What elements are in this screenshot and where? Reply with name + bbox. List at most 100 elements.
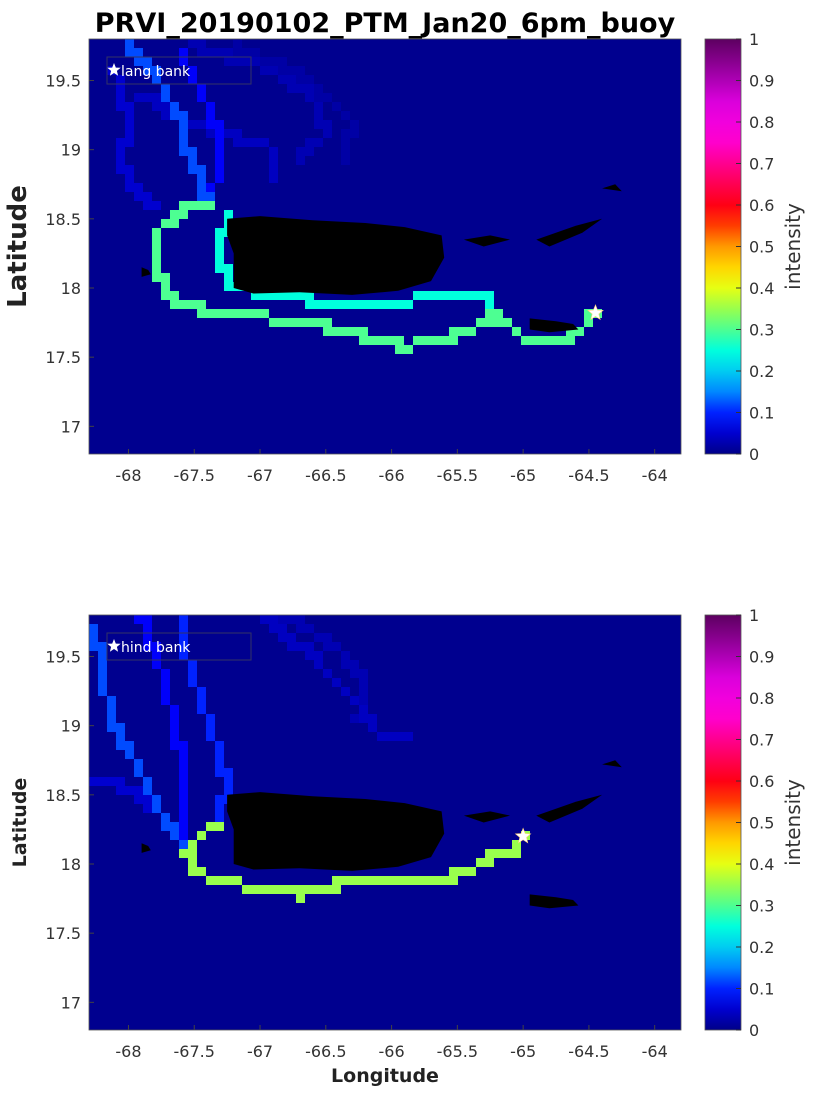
trajectory-cell — [125, 120, 134, 129]
trajectory-cell — [269, 174, 278, 183]
trajectory-cell — [512, 327, 521, 336]
trajectory-cell — [125, 39, 134, 48]
trajectory-cell — [134, 183, 143, 192]
trajectory-cell — [359, 705, 368, 714]
land-puerto-rico — [227, 792, 445, 871]
trajectory-cell — [449, 336, 458, 345]
trajectory-cell — [215, 48, 224, 57]
trajectory-cell — [116, 165, 125, 174]
trajectory-cell — [269, 147, 278, 156]
trajectory-cell — [341, 300, 350, 309]
trajectory-cell — [206, 102, 215, 111]
trajectory-cell — [287, 75, 296, 84]
trajectory-cell — [395, 345, 404, 354]
trajectory-cell — [305, 84, 314, 93]
trajectory-cell — [332, 678, 341, 687]
trajectory-cell — [296, 66, 305, 75]
trajectory-cell — [215, 138, 224, 147]
trajectory-cell — [206, 120, 215, 129]
trajectory-cell — [260, 885, 269, 894]
trajectory-cell — [197, 120, 206, 129]
trajectory-cell — [296, 885, 305, 894]
trajectory-cell — [323, 885, 332, 894]
trajectory-cell — [215, 120, 224, 129]
trajectory-cell — [224, 786, 233, 795]
trajectory-cell — [305, 624, 314, 633]
x-tick-label: -67.5 — [174, 466, 215, 485]
trajectory-cell — [215, 768, 224, 777]
trajectory-cell — [341, 651, 350, 660]
colorbar-tick-label: 1 — [749, 606, 759, 625]
colorbar-tick-label: 0.4 — [749, 855, 774, 874]
trajectory-cell — [278, 66, 287, 75]
trajectory-cell — [197, 300, 206, 309]
x-tick-label: -66 — [379, 1042, 405, 1061]
x-tick-label: -64 — [642, 466, 668, 485]
trajectory-cell — [152, 804, 161, 813]
y-axis-label: Latitude — [9, 778, 31, 868]
trajectory-cell — [224, 273, 233, 282]
trajectory-cell — [215, 156, 224, 165]
trajectory-cell — [215, 795, 224, 804]
trajectory-cell — [413, 291, 422, 300]
trajectory-cell — [485, 858, 494, 867]
y-tick-label: 17 — [61, 417, 81, 436]
trajectory-cell — [350, 714, 359, 723]
trajectory-cell — [179, 804, 188, 813]
trajectory-cell — [278, 885, 287, 894]
trajectory-cell — [476, 318, 485, 327]
trajectory-cell — [215, 129, 224, 138]
trajectory-cell — [314, 885, 323, 894]
trajectory-cell — [143, 804, 152, 813]
trajectory-cell — [287, 615, 296, 624]
colorbar-tick-label: 0.8 — [749, 689, 774, 708]
trajectory-cell — [188, 678, 197, 687]
trajectory-cell — [431, 336, 440, 345]
trajectory-cell — [224, 210, 233, 219]
trajectory-cell — [179, 777, 188, 786]
legend-star-icon — [107, 639, 121, 652]
trajectory-cell — [215, 309, 224, 318]
trajectory-cell — [305, 291, 314, 300]
trajectory-cell — [386, 876, 395, 885]
trajectory-cell — [98, 669, 107, 678]
trajectory-cell — [197, 705, 206, 714]
trajectory-cell — [323, 120, 332, 129]
trajectory-cell — [224, 309, 233, 318]
trajectory-cell — [458, 867, 467, 876]
trajectory-cell — [170, 714, 179, 723]
trajectory-cell — [332, 327, 341, 336]
colorbar-tick-label: 1 — [749, 30, 759, 49]
trajectory-cell — [305, 642, 314, 651]
trajectory-cell — [179, 615, 188, 624]
trajectory-cell — [215, 255, 224, 264]
trajectory-cell — [179, 831, 188, 840]
trajectory-cell — [143, 66, 152, 75]
trajectory-cell — [314, 102, 323, 111]
heatmap-panel-bottom: hind bank -68 -67.5 -67 -66.5 -66 -65.5 -65 -64.… — [9, 606, 805, 1061]
trajectory-cell — [116, 786, 125, 795]
trajectory-cell — [215, 228, 224, 237]
trajectory-cell — [341, 327, 350, 336]
trajectory-cell — [179, 768, 188, 777]
trajectory-cell — [116, 741, 125, 750]
trajectory-cell — [179, 300, 188, 309]
land-islet — [536, 794, 603, 823]
land-islet — [141, 843, 151, 853]
trajectory-cell — [116, 93, 125, 102]
colorbar-tick-label: 0.3 — [749, 321, 774, 340]
y-tick-label: 18.5 — [45, 210, 81, 229]
trajectory-cell — [278, 633, 287, 642]
trajectory-cell — [188, 669, 197, 678]
trajectory-cell — [179, 840, 188, 849]
trajectory-cell — [179, 795, 188, 804]
trajectory-cell — [125, 102, 134, 111]
trajectory-cell — [107, 714, 116, 723]
trajectory-cell — [368, 714, 377, 723]
trajectory-cell — [260, 138, 269, 147]
trajectory-cell — [161, 93, 170, 102]
trajectory-cell — [485, 309, 494, 318]
trajectory-cell — [161, 282, 170, 291]
trajectory-cell — [188, 840, 197, 849]
trajectory-cell — [377, 876, 386, 885]
